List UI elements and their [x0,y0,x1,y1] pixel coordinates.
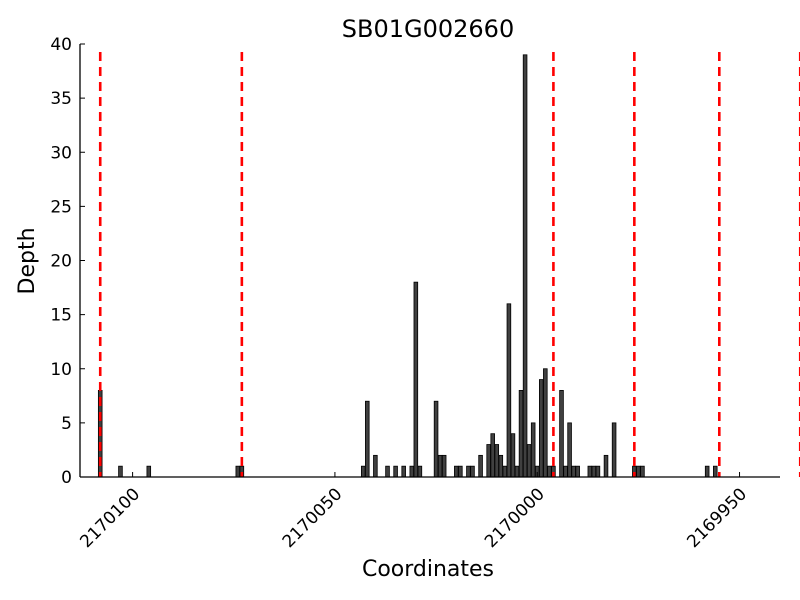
y-tick-label: 10 [50,360,72,380]
depth-bar [571,465,576,478]
depth-bar [559,389,564,478]
depth-bar [146,465,152,478]
x-axis-label: Coordinates [362,557,494,582]
depth-bar [235,465,241,478]
depth-bar [522,54,528,478]
depth-bar [611,422,617,478]
depth-bar [393,465,398,478]
depth-bar [433,400,439,478]
depth-bar [530,422,536,478]
depth-bar [595,465,601,478]
depth-bar [543,368,548,478]
depth-bar [506,303,512,478]
depth-bar [640,465,645,478]
depth-bar [498,454,504,478]
depth-bar [365,400,370,478]
depth-bar [437,454,443,478]
x-tick-label: 2170100 [76,484,144,552]
depth-bar [360,465,366,478]
depth-bar [518,389,524,478]
depth-bar [494,444,500,478]
depth-bar [591,465,597,478]
depth-bar [373,454,378,478]
depth-bar [470,465,475,478]
x-tick-label: 2169950 [683,484,751,552]
x-tick-label: 2170000 [481,484,549,552]
depth-bar [514,465,520,478]
y-tick-label: 0 [61,468,72,488]
chart-title: SB01G002660 [342,15,514,43]
depth-bar [478,454,483,478]
depth-bar [575,465,580,478]
depth-bar [502,465,508,478]
depth-bar [603,454,609,478]
y-axis-label: Depth [15,227,40,294]
y-tick-label: 5 [61,414,72,434]
depth-bar [713,465,718,478]
depth-bar [539,379,544,478]
y-tick-label: 35 [50,89,72,109]
depth-bar [567,422,572,478]
depth-bar [510,433,516,478]
depth-bar [454,465,459,478]
depth-bar [526,444,532,478]
y-tick-label: 40 [50,35,72,55]
depth-bar [636,465,641,478]
depth-bar [547,465,552,478]
depth-bar [441,454,447,478]
y-tick-label: 25 [50,197,72,217]
y-tick-label: 30 [50,143,72,163]
depth-bar [413,281,419,478]
depth-bar [587,465,593,478]
depth-bar [466,465,471,478]
x-tick-label: 2170050 [279,484,347,552]
depth-bar [486,444,491,478]
depth-bar [563,465,568,478]
y-tick-label: 15 [50,306,72,326]
depth-bar [458,465,463,478]
depth-bar [401,465,406,478]
depth-bar [385,465,390,478]
depth-bar [409,465,415,478]
depth-bar [704,465,710,478]
depth-bar [490,433,495,478]
y-tick-label: 20 [50,252,72,272]
depth-bar [118,465,123,478]
depth-bar [417,465,423,478]
